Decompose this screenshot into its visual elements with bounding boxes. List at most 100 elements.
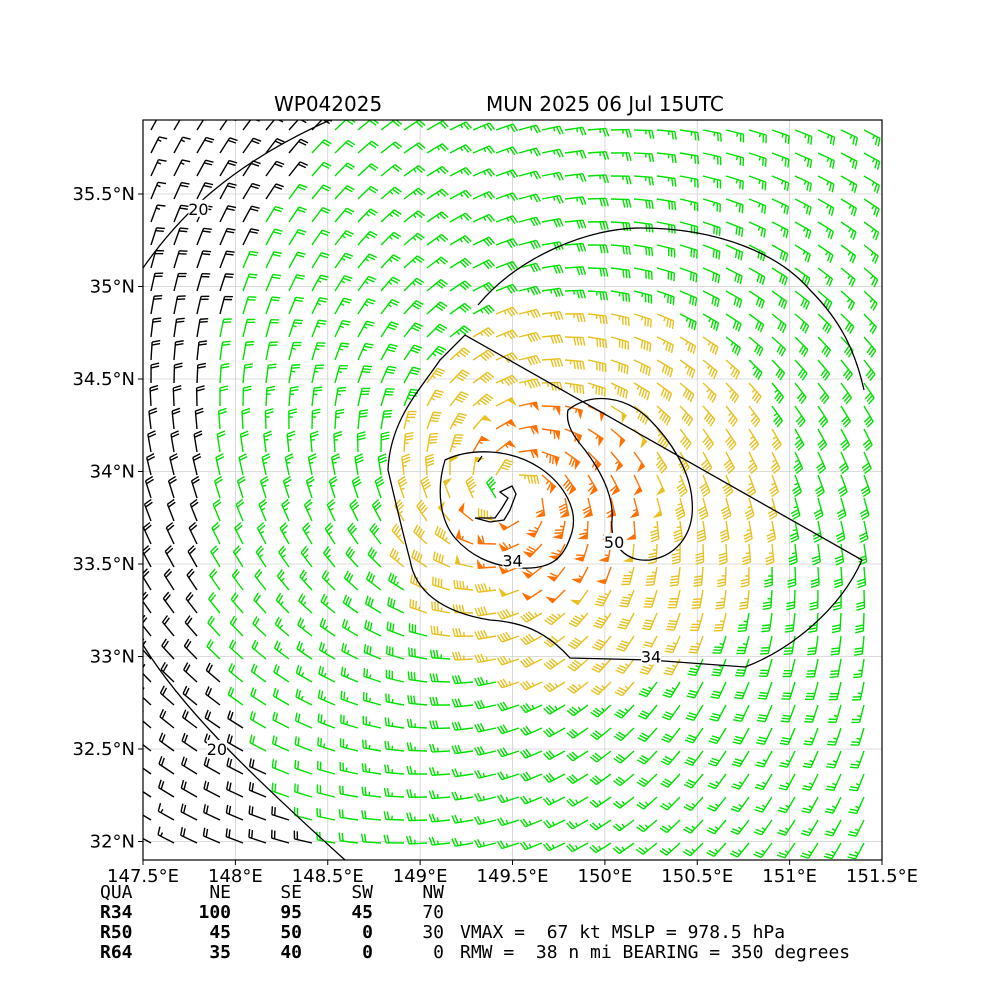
- r34-ne: 100: [198, 902, 231, 923]
- wind-barb: [758, 658, 773, 678]
- wind-barb: [541, 310, 564, 321]
- wind-barb: [717, 566, 727, 588]
- wind-barb: [357, 140, 379, 154]
- wind-barb: [713, 612, 727, 632]
- wind-barb: [771, 290, 788, 310]
- wind-barb: [324, 522, 336, 545]
- wind-barb: [449, 121, 473, 131]
- wind-barb: [633, 359, 651, 376]
- wind-barb: [794, 336, 809, 358]
- wind-barb: [150, 136, 168, 154]
- wind-barb: [380, 299, 400, 315]
- wind-barb: [316, 831, 336, 844]
- contour-center: [474, 485, 517, 523]
- wind-barb: [744, 497, 755, 521]
- wind-barb: [204, 709, 221, 729]
- wind-barb: [679, 198, 699, 212]
- r34-se: 95: [280, 902, 302, 923]
- wind-barb: [771, 359, 786, 381]
- contour-20-northwest: [143, 120, 331, 269]
- wind-barb: [334, 364, 348, 384]
- wind-barb: [715, 589, 727, 610]
- wind-barb: [857, 543, 868, 566]
- wind-barb: [288, 319, 303, 338]
- wind-barb: [173, 295, 186, 315]
- wind-barb: [226, 757, 244, 775]
- wind-barb: [840, 267, 856, 288]
- x-tick-label: 147.5°E: [107, 866, 179, 887]
- wind-barb: [495, 459, 514, 476]
- header-nw: NW: [422, 882, 444, 903]
- wind-barb: [323, 546, 336, 568]
- wind-barb: [242, 296, 257, 315]
- wind-barb: [380, 431, 390, 453]
- wind-barb: [762, 589, 773, 611]
- wind-barb: [320, 593, 336, 614]
- wind-barb: [595, 566, 612, 585]
- wind-barb: [759, 635, 773, 655]
- wind-barb: [806, 658, 819, 678]
- wind-barb: [674, 497, 686, 521]
- wind-barb: [472, 371, 495, 384]
- wind-barb: [380, 321, 399, 338]
- wind-barb: [610, 244, 631, 255]
- wind-barb: [495, 306, 519, 317]
- wind-barb: [587, 127, 610, 137]
- wind-barb: [474, 583, 497, 593]
- wind-barb: [173, 136, 191, 154]
- wind-barb: [388, 572, 405, 591]
- wind-barb: [498, 520, 520, 531]
- wind-barb: [334, 297, 352, 315]
- wind-barb: [474, 769, 497, 779]
- wind-barb: [519, 748, 543, 759]
- wind-barb: [311, 342, 326, 361]
- wind-barb: [817, 175, 835, 193]
- wind-barb: [725, 198, 744, 214]
- wind-barb: [748, 336, 764, 357]
- wind-barb: [860, 474, 871, 498]
- wind-barb: [827, 704, 842, 723]
- wind-barb: [476, 558, 497, 569]
- wind-barb: [407, 671, 428, 683]
- wind-barb: [817, 382, 830, 405]
- wind-barb: [645, 566, 658, 586]
- wind-barb: [813, 497, 824, 521]
- wind-barb: [449, 325, 472, 338]
- wind-barb: [311, 139, 332, 154]
- wind-barb: [408, 623, 428, 637]
- wind-barb: [321, 569, 336, 591]
- wind-barb: [334, 386, 347, 407]
- wind-barb: [495, 397, 517, 407]
- wind-barb: [361, 763, 382, 775]
- wind-barb: [496, 817, 520, 827]
- wind-barb: [837, 474, 848, 498]
- wind-barb: [408, 647, 428, 660]
- wind-barb: [144, 475, 154, 499]
- wind-barb: [311, 408, 321, 430]
- contour-50: [566, 397, 694, 561]
- wind-barb: [397, 475, 408, 499]
- model-time-title: MUN 2025 06 Jul 15UTC: [486, 92, 724, 116]
- wind-barb: [700, 451, 713, 474]
- wind-barb: [679, 405, 694, 427]
- wind-barb: [761, 612, 773, 633]
- wind-barb: [801, 773, 819, 791]
- wind-barb: [449, 144, 472, 154]
- wind-barb: [472, 190, 496, 200]
- contour-center-tick: [477, 455, 483, 463]
- wind-barb: [725, 129, 745, 143]
- wind-barb: [541, 218, 564, 228]
- wind-barb: [732, 727, 750, 745]
- wind-barb: [434, 525, 451, 545]
- wind-barb: [804, 704, 819, 723]
- wind-barb: [242, 273, 258, 292]
- wind-barb: [428, 767, 451, 776]
- wind-barb: [143, 614, 152, 637]
- wind-barb: [656, 428, 670, 450]
- wind-barb: [426, 278, 448, 292]
- wind-barb: [173, 227, 189, 246]
- wind-barb: [219, 385, 229, 407]
- wind-barb: [671, 543, 681, 565]
- wind-barb: [594, 589, 612, 607]
